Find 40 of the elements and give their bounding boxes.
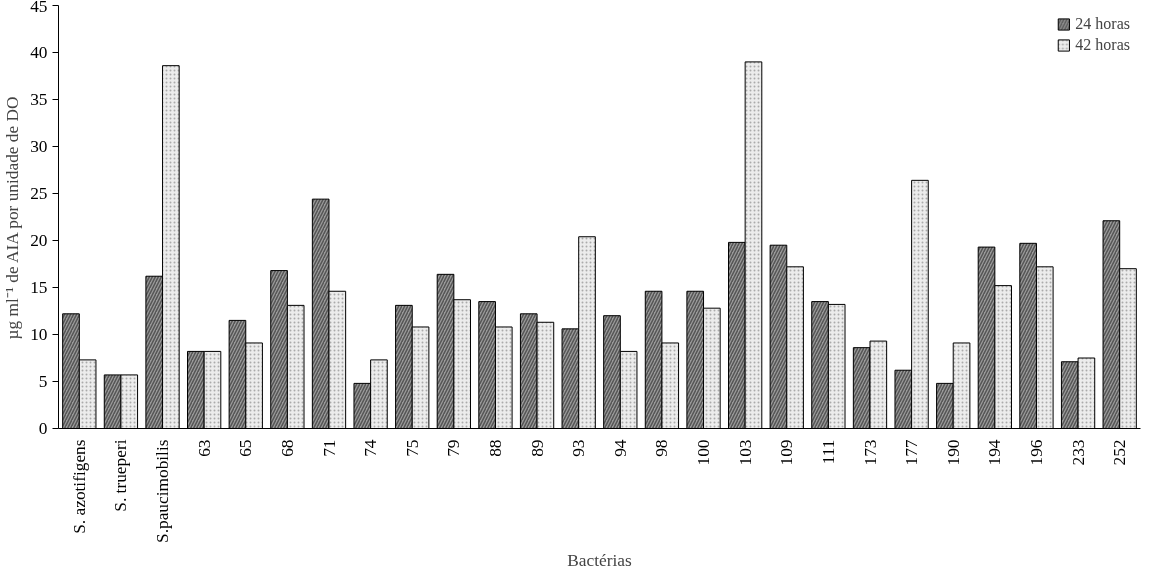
- x-tick-label: 94: [610, 439, 630, 457]
- y-tick-label: 15: [30, 278, 48, 297]
- y-tick-label: 25: [30, 184, 48, 203]
- x-tick-label: 79: [444, 439, 464, 457]
- x-tick-label: 177: [902, 439, 922, 466]
- x-tick-label: 100: [694, 439, 714, 466]
- x-tick-label: 109: [777, 439, 797, 466]
- x-tick-label: 63: [194, 439, 214, 457]
- x-tick-label: 88: [485, 439, 505, 457]
- x-tick-label: S.paucimobilis: [153, 439, 173, 543]
- x-tick-label: 196: [1026, 439, 1046, 466]
- y-tick-label: 45: [30, 0, 48, 16]
- x-tick-label: 190: [943, 439, 963, 466]
- x-tick-label: 74: [361, 439, 381, 457]
- x-tick-label: 75: [402, 439, 422, 457]
- x-tick-label: 111: [818, 439, 838, 465]
- x-tick-label: 93: [569, 439, 589, 457]
- x-tick-label: 68: [277, 439, 297, 457]
- x-tick-label: 98: [652, 439, 672, 457]
- x-tick-label: 103: [735, 439, 755, 466]
- y-tick-label: 40: [30, 43, 48, 62]
- x-tick-label: 233: [1068, 439, 1088, 466]
- y-tick-label: 5: [38, 372, 48, 391]
- x-tick-label: 252: [1110, 439, 1130, 466]
- x-axis-title: Bactérias: [567, 550, 632, 570]
- y-tick-label: 0: [38, 419, 48, 438]
- x-tick-label: 65: [236, 439, 256, 457]
- y-tick-label: 10: [30, 325, 48, 344]
- legend-label: 24 horas: [1075, 15, 1130, 33]
- legend-label: 42 horas: [1075, 36, 1130, 54]
- x-tick-label: 194: [985, 439, 1005, 466]
- y-tick-label: 30: [30, 137, 48, 156]
- y-tick-label: 20: [30, 231, 48, 250]
- x-tick-label: 89: [527, 439, 547, 457]
- x-tick-label: 173: [860, 439, 880, 466]
- x-tick-label: S. azotifigens: [69, 439, 89, 534]
- y-tick-label: 35: [30, 90, 48, 109]
- x-tick-label: 71: [319, 439, 339, 457]
- y-axis-title: µg ml⁻¹ de AIA por unidade de DO: [3, 96, 23, 340]
- x-tick-label: S. trueperi: [111, 439, 131, 512]
